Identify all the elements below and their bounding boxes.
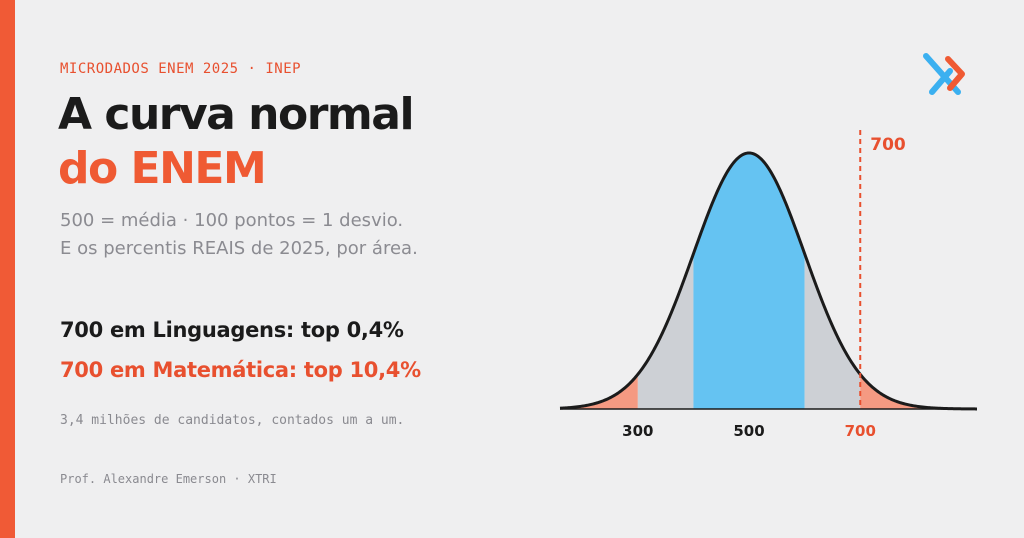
footnote: 3,4 milhões de candidatos, contados um a… xyxy=(60,413,405,428)
x-tick-label-700: 700 xyxy=(845,422,876,440)
subtitle-line-1: 500 = média · 100 pontos = 1 desvio. xyxy=(60,210,404,231)
xtri-x-logo-icon xyxy=(923,53,965,95)
x-tick-label-300: 300 xyxy=(622,422,653,440)
accent-bar xyxy=(0,0,15,538)
author-credit: Prof. Alexandre Emerson · XTRI xyxy=(60,472,277,486)
band-700-910 xyxy=(860,374,977,409)
kicker: MICRODADOS ENEM 2025 · INEP xyxy=(60,61,302,77)
stat-matematica: 700 em Matemática: top 10,4% xyxy=(60,358,421,382)
normal-curve-line xyxy=(559,151,977,411)
marker-700-label: 700 xyxy=(870,135,906,155)
band-400-600 xyxy=(693,153,805,409)
band-160-300 xyxy=(560,374,638,409)
stat-linguagens: 700 em Linguagens: top 0,4% xyxy=(60,318,404,342)
subtitle: 500 = média · 100 pontos = 1 desvio. E o… xyxy=(60,207,418,263)
x-tick-label-500: 500 xyxy=(733,422,764,440)
subtitle-line-2: E os percentis REAIS de 2025, por área. xyxy=(60,238,418,259)
title-line-1: A curva normal xyxy=(58,89,415,140)
page-title: A curva normal do ENEM xyxy=(58,88,415,196)
title-line-2: do ENEM xyxy=(58,143,267,194)
